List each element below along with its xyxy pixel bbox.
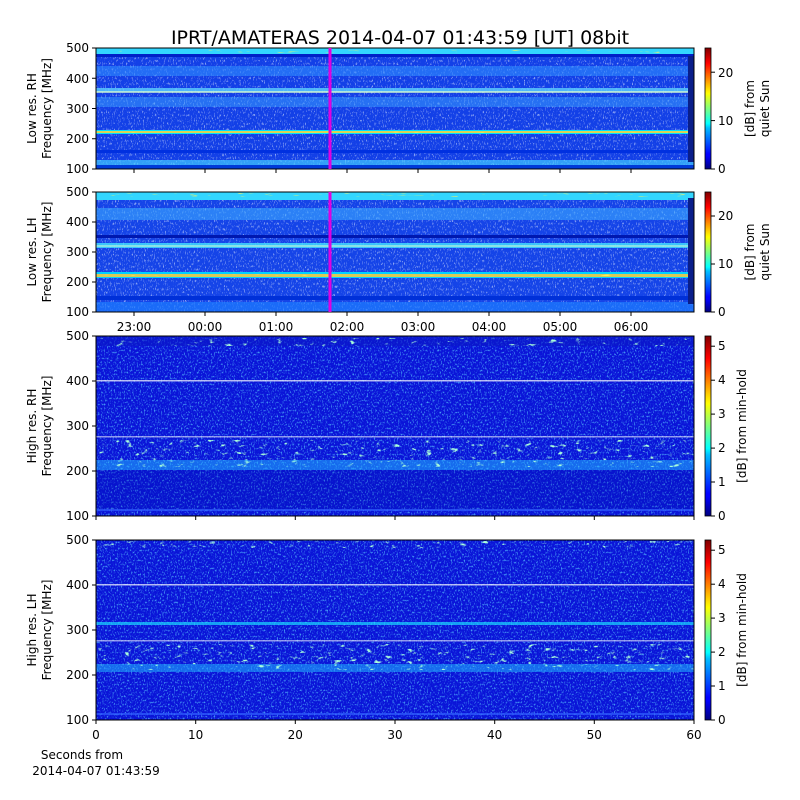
colorbar-tick-label: 20 [718,66,733,80]
x-tick-label: 23:00 [117,320,152,334]
y-tick-label: 400 [66,374,89,388]
y-axis-label: High res. LH [25,593,39,666]
colorbar-high-res-lh: 0 1 2 3 4 5 [dB] from min-hold [704,539,749,727]
y-axis-low-res-rh: 100 200 300 400 500 Low res. RH Frequenc… [25,41,96,176]
y-tick-label: 200 [66,132,89,146]
x-tick-label: 00:00 [188,320,223,334]
y-tick-label: 500 [66,329,89,343]
y-axis-label: Low res. RH [25,73,39,144]
panel-high-res-rh: 100 200 300 400 500 High res. RH Frequen… [25,329,749,523]
x-axis-label: 2014-04-07 01:43:59 [32,764,159,778]
x-ticks-high-res-rh [95,516,695,520]
x-axis-time: 23:00 00:00 01:00 02:00 03:00 04:00 05:0… [117,312,649,334]
x-axis-seconds: 0 10 20 30 40 50 60 Seconds from 2014-04… [32,720,702,778]
y-axis-label: Low res. LH [25,217,39,286]
x-tick-label: 03:00 [401,320,436,334]
colorbar-low-res-rh: 0 10 20 [dB] from quiet Sun [704,47,772,176]
y-axis-label: High res. RH [25,389,39,464]
y-tick-label: 300 [66,102,89,116]
y-tick-label: 300 [66,245,89,259]
panel-high-res-lh: 100 200 300 400 500 High res. LH Frequen… [25,533,749,778]
colorbar-label: [dB] from min-hold [735,573,749,687]
x-axis-label: Seconds from [41,748,123,762]
colorbar-label: quiet Sun [758,223,772,280]
x-tick-label: 06:00 [614,320,649,334]
y-tick-label: 300 [66,419,89,433]
colorbar-label: quiet Sun [758,80,772,137]
y-tick-label: 100 [66,713,89,727]
y-tick-label: 400 [66,72,89,86]
y-axis-label: Frequency [MHz] [40,376,54,477]
x-tick-label: 04:00 [472,320,507,334]
colorbar-tick-label: 1 [718,475,726,489]
colorbar-tick-label: 10 [718,257,733,271]
y-axis-high-res-rh: 100 200 300 400 500 High res. RH Frequen… [25,329,96,523]
panel-low-res-lh: 100 200 300 400 500 Low res. LH Frequenc… [25,185,772,334]
colorbar-tick-label: 3 [718,407,726,421]
colorbar-tick-label: 2 [718,441,726,455]
colorbar-tick-label: 10 [718,114,733,128]
colorbar-tick-label: 5 [718,543,726,557]
spectrogram-image-low-res-lh [96,192,694,312]
figure-title: IPRT/AMATERAS 2014-04-07 01:43:59 [UT] 0… [171,27,629,49]
y-axis-label: Frequency [MHz] [40,580,54,681]
y-tick-label: 200 [66,668,89,682]
colorbar-tick-label: 1 [718,679,726,693]
y-axis-low-res-lh: 100 200 300 400 500 Low res. LH Frequenc… [25,185,96,319]
y-tick-label: 100 [66,509,89,523]
y-axis-high-res-lh: 100 200 300 400 500 High res. LH Frequen… [25,533,96,727]
colorbar-tick-label: 0 [718,509,726,523]
colorbar-label: [dB] from min-hold [735,369,749,483]
x-tick-label: 0 [92,728,100,742]
x-tick-label: 20 [288,728,303,742]
x-tick-label: 05:00 [543,320,578,334]
colorbar-tick-label: 3 [718,611,726,625]
y-tick-label: 500 [66,185,89,199]
y-axis-label: Frequency [MHz] [40,202,54,303]
colorbar-tick-label: 5 [718,339,726,353]
spectrogram-image-high-res-rh [96,336,694,516]
y-tick-label: 500 [66,41,89,55]
spectrogram-image-high-res-lh [96,540,694,720]
x-tick-label: 40 [487,728,502,742]
y-tick-label: 300 [66,623,89,637]
x-ticks-low-res-rh [133,169,632,173]
colorbar-tick-label: 0 [718,162,726,176]
colorbar-high-res-rh: 0 1 2 3 4 5 [dB] from min-hold [704,335,749,523]
x-tick-label: 10 [188,728,203,742]
x-tick-label: 30 [387,728,402,742]
y-tick-label: 500 [66,533,89,547]
colorbar-tick-label: 4 [718,373,726,387]
y-tick-label: 400 [66,578,89,592]
colorbar-tick-label: 2 [718,645,726,659]
y-tick-label: 400 [66,215,89,229]
y-axis-label: Frequency [MHz] [40,58,54,159]
spectrogram-image-low-res-rh [96,48,694,169]
x-tick-label: 01:00 [259,320,294,334]
colorbar-low-res-lh: 0 10 20 [dB] from quiet Sun [704,191,772,319]
y-tick-label: 100 [66,305,89,319]
y-tick-label: 200 [66,275,89,289]
y-tick-label: 200 [66,464,89,478]
panel-low-res-rh: 100 200 300 400 500 Low res. RH Frequenc… [25,41,772,176]
colorbar-tick-label: 0 [718,713,726,727]
x-tick-label: 60 [686,728,701,742]
y-tick-label: 100 [66,162,89,176]
colorbar-tick-label: 20 [718,209,733,223]
colorbar-label: [dB] from [743,80,757,137]
x-tick-label: 02:00 [330,320,365,334]
colorbar-tick-label: 4 [718,577,726,591]
x-tick-label: 50 [587,728,602,742]
colorbar-tick-label: 0 [718,305,726,319]
colorbar-label: [dB] from [743,224,757,281]
